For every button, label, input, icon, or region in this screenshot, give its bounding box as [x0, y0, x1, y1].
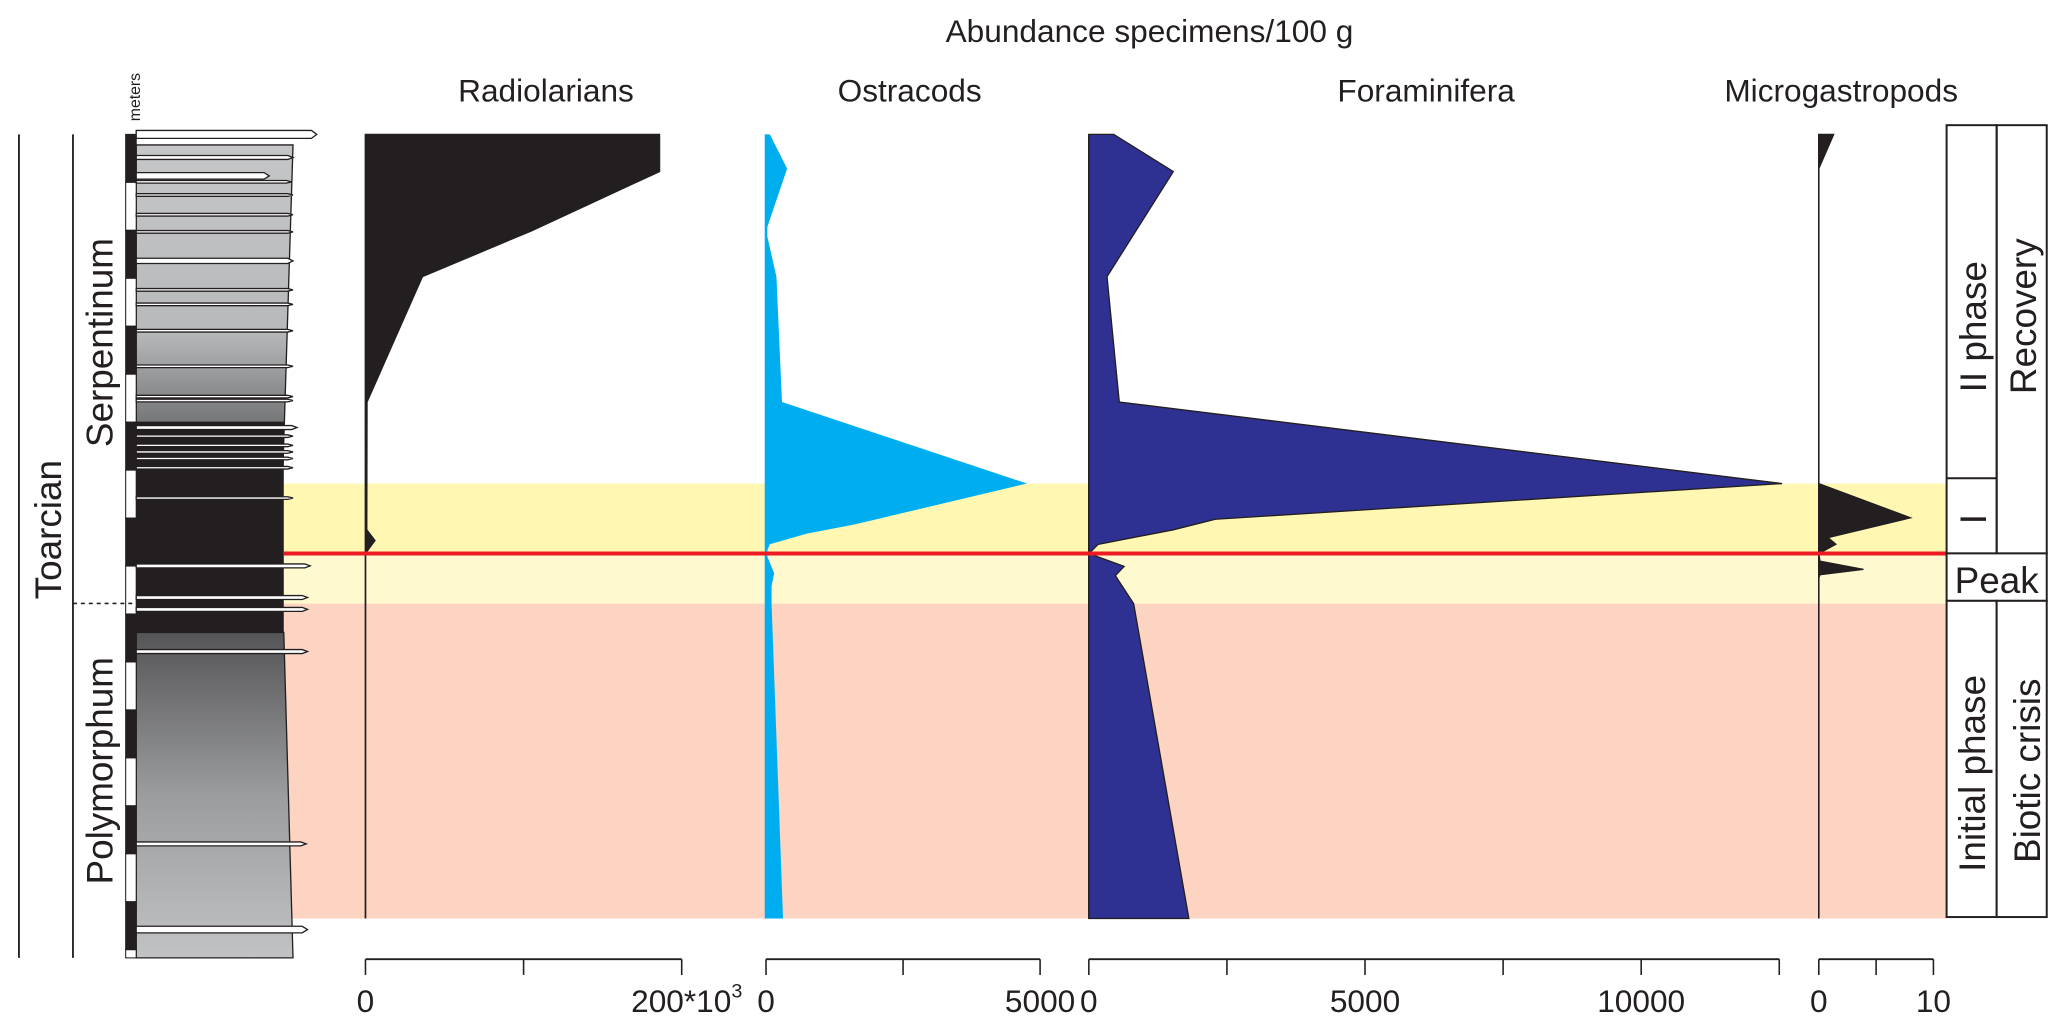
meter-bar — [125, 373, 137, 423]
meter-bar — [125, 709, 137, 759]
phase-boxes: II phase I Peak Initial phase Recovery B… — [1945, 124, 2048, 919]
area-foraminifera — [1087, 133, 1783, 920]
limestone-bed — [135, 229, 294, 234]
limestone-bed — [135, 563, 313, 569]
tick-label: 0 — [1810, 983, 1828, 1019]
phase-label-peak: Peak — [1955, 560, 2040, 601]
phase-label-initial: Initial phase — [1952, 675, 1993, 872]
series-title-foraminifera: Foraminifera — [1337, 72, 1515, 108]
column-lower-fill — [135, 631, 294, 959]
series-radiolarians: Radiolarians 0 200*103 — [357, 72, 743, 1018]
tick-label: 10 — [1916, 983, 1951, 1019]
tick-label: 0 — [357, 983, 375, 1019]
series-foraminifera: Foraminifera 0 5000 10000 — [1080, 72, 1783, 1019]
axis-radiolarians: 0 200*103 — [357, 958, 742, 1019]
limestone-bed — [135, 287, 294, 292]
meter-bar — [125, 613, 137, 663]
series-title-ostracods: Ostracods — [838, 72, 982, 108]
tick-label: 200*103 — [631, 980, 742, 1018]
limestone-bed — [135, 257, 295, 265]
limestone-bed — [135, 841, 309, 847]
limestone-bed — [135, 465, 294, 470]
meter-bar — [125, 133, 137, 183]
stage-label: Toarcian — [28, 460, 69, 599]
axis-ostracods: 0 5000 — [757, 958, 1075, 1019]
limestone-bed — [135, 606, 310, 613]
meter-bar — [125, 805, 137, 855]
limestone-bed — [135, 443, 294, 448]
peak-box — [1945, 552, 2048, 602]
limestone-bed — [135, 154, 295, 161]
area-ostracods — [766, 134, 1027, 919]
limestone-bed — [135, 328, 294, 333]
meter-bar — [125, 421, 137, 471]
meter-bar — [125, 949, 137, 959]
limestone-bed — [135, 594, 310, 601]
limestone-beds — [135, 129, 318, 934]
limestone-bed — [135, 212, 294, 217]
limestone-bed — [135, 193, 294, 197]
limestone-bed — [135, 179, 292, 184]
zone-label-serpentinum: Serpentinum — [79, 238, 120, 447]
meter-scale-bars — [125, 133, 137, 959]
meter-bar — [125, 757, 137, 807]
series-title-microgastropods: Microgastropods — [1724, 72, 1958, 108]
tick-label: 0 — [1080, 983, 1098, 1019]
limestone-bed — [135, 394, 294, 399]
zone-label-polymorphum: Polymorphum — [79, 657, 120, 884]
meter-bar — [125, 181, 137, 231]
meter-bar — [125, 853, 137, 903]
limestone-bed — [135, 496, 294, 501]
lithology-column — [125, 129, 318, 959]
limestone-bed — [135, 129, 318, 140]
limestone-bed — [135, 434, 294, 439]
meter-bar — [125, 901, 137, 951]
limestone-bed — [135, 925, 309, 934]
limestone-bed — [135, 456, 294, 461]
meter-bar — [125, 277, 137, 327]
phase-label-i: I — [1953, 514, 1994, 524]
meter-bar — [125, 469, 137, 519]
tick-label: 5000 — [1005, 983, 1075, 1019]
meter-bar — [125, 517, 137, 567]
limestone-bed — [135, 424, 299, 431]
depth-axis-label: meters — [127, 73, 144, 121]
series-ostracods: Ostracods 0 5000 — [757, 72, 1075, 1018]
meter-bar — [125, 565, 137, 615]
limestone-bed — [135, 171, 271, 180]
limestone-bed — [135, 398, 294, 403]
meter-bar — [125, 229, 137, 279]
chart-title: Abundance specimens/100 g — [946, 13, 1354, 49]
limestone-bed — [135, 302, 294, 307]
episode-label-recovery: Recovery — [2003, 238, 2044, 394]
phase-label-ii: II phase — [1953, 261, 1994, 392]
axis-microgastropods: 0 10 — [1810, 958, 1951, 1019]
meter-bar — [125, 325, 137, 375]
tick-label: 10000 — [1597, 983, 1685, 1019]
meter-bar — [125, 661, 137, 711]
tick-label: 5000 — [1330, 983, 1400, 1019]
axis-foraminifera: 0 5000 10000 — [1080, 958, 1781, 1019]
limestone-bed — [135, 364, 294, 369]
episode-label-crisis: Biotic crisis — [2007, 679, 2048, 863]
limestone-bed — [135, 648, 310, 655]
tick-label: 0 — [757, 983, 775, 1019]
series-title-radiolarians: Radiolarians — [458, 72, 634, 108]
tick-label-sup: 3 — [731, 980, 742, 1002]
crisis-box — [1995, 599, 2048, 919]
limestone-bed — [135, 449, 294, 454]
series-microgastropods: Microgastropods 0 10 — [1724, 72, 1958, 1018]
